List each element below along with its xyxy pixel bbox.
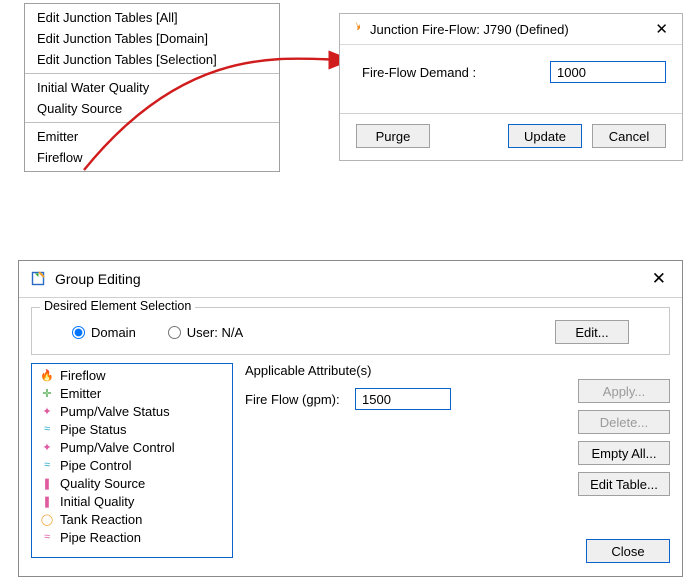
list-item-icon: ❚ <box>40 495 54 508</box>
purge-button[interactable]: Purge <box>356 124 430 148</box>
list-item-icon: ✦ <box>40 405 54 418</box>
list-item-label: Pipe Control <box>60 458 132 473</box>
edit-icon <box>31 270 47 289</box>
menu-item-edit-junction-all[interactable]: Edit Junction Tables [All] <box>25 7 279 28</box>
list-item-label: Fireflow <box>60 368 106 383</box>
list-item-icon: ≈ <box>40 531 54 543</box>
list-item[interactable]: 🔥 Fireflow <box>32 366 232 384</box>
list-item-icon: ✛ <box>40 387 54 400</box>
menu-item-emitter[interactable]: Emitter <box>25 126 279 147</box>
list-item-icon: 🔥 <box>40 369 54 382</box>
fireflow-demand-input[interactable] <box>550 61 666 83</box>
attribute-list[interactable]: 🔥 Fireflow ✛ Emitter ✦ Pump/Valve Status ≈ Pipe… <box>31 363 233 558</box>
list-item-label: Pipe Reaction <box>60 530 141 545</box>
list-item-label: Tank Reaction <box>60 512 142 527</box>
fireflow-demand-label: Fire-Flow Demand : <box>362 65 550 80</box>
desired-element-selection-group: Desired Element Selection Domain User: N… <box>31 307 670 355</box>
applicable-attributes-panel: Applicable Attribute(s) Fire Flow (gpm): <box>245 363 566 410</box>
list-item[interactable]: ◯ Tank Reaction <box>32 510 232 528</box>
list-item[interactable]: ✛ Emitter <box>32 384 232 402</box>
list-item-label: Pump/Valve Status <box>60 404 170 419</box>
menu-item-edit-junction-selection[interactable]: Edit Junction Tables [Selection] <box>25 49 279 70</box>
fireflow-title: Junction Fire-Flow: J790 (Defined) <box>370 22 651 37</box>
fire-flow-gpm-label: Fire Flow (gpm): <box>245 392 341 407</box>
empty-all-button[interactable]: Empty All... <box>578 441 670 465</box>
fire-flow-gpm-input[interactable] <box>355 388 451 410</box>
edit-selection-button[interactable]: Edit... <box>555 320 629 344</box>
close-button[interactable]: Close <box>586 539 670 563</box>
fire-icon <box>350 21 364 38</box>
update-button[interactable]: Update <box>508 124 582 148</box>
group-editing-title: Group Editing <box>55 271 648 287</box>
list-item-icon: ❚ <box>40 477 54 490</box>
list-item[interactable]: ≈ Pipe Reaction <box>32 528 232 546</box>
selection-legend: Desired Element Selection <box>40 299 195 313</box>
list-item-icon: ◯ <box>40 513 54 526</box>
cancel-button[interactable]: Cancel <box>592 124 666 148</box>
list-item[interactable]: ✦ Pump/Valve Status <box>32 402 232 420</box>
list-item[interactable]: ❚ Initial Quality <box>32 492 232 510</box>
list-item-icon: ≈ <box>40 423 54 435</box>
menu-item-edit-junction-domain[interactable]: Edit Junction Tables [Domain] <box>25 28 279 49</box>
list-item-label: Pipe Status <box>60 422 127 437</box>
group-editing-dialog: Group Editing ✕ Desired Element Selectio… <box>18 260 683 577</box>
domain-radio-option[interactable]: Domain <box>72 325 136 340</box>
menu-item-initial-water-quality[interactable]: Initial Water Quality <box>25 77 279 98</box>
list-item-label: Initial Quality <box>60 494 134 509</box>
user-radio-label: User: N/A <box>187 325 243 340</box>
delete-button[interactable]: Delete... <box>578 410 670 434</box>
list-item-icon: ✦ <box>40 441 54 454</box>
list-item-icon: ≈ <box>40 459 54 471</box>
action-button-column: Apply... Delete... Empty All... Edit Tab… <box>578 363 670 496</box>
close-icon[interactable]: ✕ <box>651 20 672 38</box>
list-item-label: Pump/Valve Control <box>60 440 175 455</box>
list-item[interactable]: ≈ Pipe Status <box>32 420 232 438</box>
fireflow-dialog: Junction Fire-Flow: J790 (Defined) ✕ Fir… <box>339 13 683 161</box>
menu-item-fireflow[interactable]: Fireflow <box>25 147 279 168</box>
applicable-attributes-header: Applicable Attribute(s) <box>245 363 566 378</box>
fireflow-titlebar: Junction Fire-Flow: J790 (Defined) ✕ <box>340 14 682 45</box>
edit-table-button[interactable]: Edit Table... <box>578 472 670 496</box>
list-item-label: Emitter <box>60 386 101 401</box>
user-radio[interactable] <box>168 326 181 339</box>
close-icon[interactable]: ✕ <box>648 269 670 289</box>
list-item[interactable]: ❚ Quality Source <box>32 474 232 492</box>
context-menu: Edit Junction Tables [All] Edit Junction… <box>24 3 280 172</box>
domain-radio-label: Domain <box>91 325 136 340</box>
domain-radio[interactable] <box>72 326 85 339</box>
user-radio-option[interactable]: User: N/A <box>168 325 243 340</box>
list-item-label: Quality Source <box>60 476 145 491</box>
apply-button[interactable]: Apply... <box>578 379 670 403</box>
list-item[interactable]: ≈ Pipe Control <box>32 456 232 474</box>
list-item[interactable]: ✦ Pump/Valve Control <box>32 438 232 456</box>
menu-item-quality-source[interactable]: Quality Source <box>25 98 279 119</box>
group-editing-titlebar: Group Editing ✕ <box>19 261 682 298</box>
